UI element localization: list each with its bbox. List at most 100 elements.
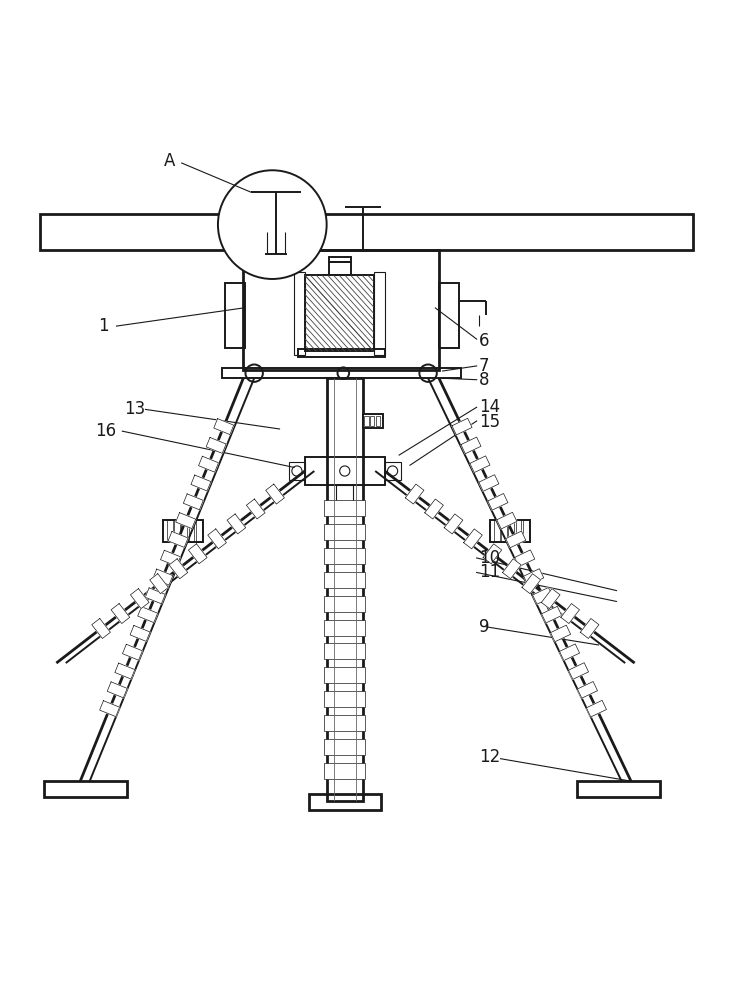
Polygon shape <box>122 644 142 660</box>
Text: 8: 8 <box>479 371 490 389</box>
Bar <box>439 283 460 348</box>
Polygon shape <box>153 569 173 585</box>
Bar <box>309 794 381 810</box>
Polygon shape <box>452 418 472 435</box>
Bar <box>325 500 365 516</box>
Text: 14: 14 <box>479 398 500 416</box>
Polygon shape <box>483 544 501 564</box>
Polygon shape <box>578 682 597 698</box>
Bar <box>515 520 521 542</box>
Polygon shape <box>169 559 188 579</box>
Polygon shape <box>183 494 203 510</box>
Bar <box>163 520 203 542</box>
Bar <box>325 548 365 564</box>
Polygon shape <box>569 663 589 679</box>
Polygon shape <box>266 484 284 504</box>
Text: 7: 7 <box>479 357 490 375</box>
Bar <box>325 763 365 779</box>
Polygon shape <box>533 588 553 604</box>
Polygon shape <box>191 475 211 491</box>
Polygon shape <box>424 499 443 519</box>
Polygon shape <box>207 529 226 549</box>
Bar <box>44 781 128 797</box>
Polygon shape <box>488 493 508 510</box>
Polygon shape <box>111 604 130 624</box>
Polygon shape <box>503 559 521 579</box>
Polygon shape <box>470 456 490 473</box>
Polygon shape <box>161 550 180 566</box>
Bar <box>501 520 507 542</box>
Polygon shape <box>199 456 218 472</box>
Polygon shape <box>515 550 535 567</box>
Polygon shape <box>145 588 165 604</box>
Polygon shape <box>188 544 207 564</box>
Bar <box>325 667 365 683</box>
Text: 11: 11 <box>479 563 500 581</box>
Text: 12: 12 <box>479 748 500 766</box>
Bar <box>336 485 353 501</box>
Bar <box>494 520 500 542</box>
Bar <box>490 520 530 542</box>
Polygon shape <box>561 604 580 624</box>
Polygon shape <box>130 625 150 641</box>
Bar <box>294 272 305 355</box>
Bar <box>325 715 365 731</box>
Bar <box>376 416 380 426</box>
Polygon shape <box>479 475 499 491</box>
Text: 13: 13 <box>124 400 145 418</box>
Polygon shape <box>130 589 149 609</box>
Bar <box>243 250 439 370</box>
Bar <box>221 368 461 378</box>
Polygon shape <box>150 574 169 594</box>
Polygon shape <box>92 619 111 638</box>
Polygon shape <box>100 701 119 717</box>
Polygon shape <box>138 607 158 623</box>
Bar <box>325 596 365 612</box>
Bar <box>225 283 246 348</box>
Bar <box>298 349 385 357</box>
Text: 1: 1 <box>98 317 109 335</box>
Bar <box>305 275 374 351</box>
Bar <box>577 781 660 797</box>
Bar <box>385 462 400 480</box>
Text: 10: 10 <box>479 549 500 567</box>
Bar <box>508 520 514 542</box>
Polygon shape <box>542 589 560 609</box>
Bar <box>167 520 173 542</box>
Polygon shape <box>559 644 580 661</box>
Bar <box>174 520 180 542</box>
Bar <box>364 416 369 426</box>
Bar <box>370 416 375 426</box>
Polygon shape <box>227 514 246 534</box>
Bar <box>188 520 194 542</box>
Bar <box>325 643 365 659</box>
Polygon shape <box>115 663 135 679</box>
Bar <box>523 520 528 542</box>
Bar <box>305 457 385 485</box>
Polygon shape <box>542 606 561 623</box>
Polygon shape <box>206 437 226 453</box>
Polygon shape <box>168 531 188 547</box>
Text: 6: 6 <box>479 332 490 350</box>
Text: 9: 9 <box>479 618 490 636</box>
Text: 15: 15 <box>479 413 500 431</box>
Text: 16: 16 <box>95 422 116 440</box>
Circle shape <box>218 170 327 279</box>
Bar <box>325 524 365 540</box>
Bar <box>40 214 693 250</box>
Bar <box>374 272 385 355</box>
Polygon shape <box>461 437 481 454</box>
Polygon shape <box>444 514 463 534</box>
Bar <box>181 520 187 542</box>
Bar <box>289 462 305 480</box>
Polygon shape <box>506 531 526 548</box>
Bar <box>329 257 350 262</box>
Polygon shape <box>464 529 482 549</box>
Bar <box>363 414 383 428</box>
Bar <box>325 691 365 707</box>
Polygon shape <box>550 625 570 642</box>
Polygon shape <box>581 618 599 638</box>
Polygon shape <box>176 513 196 529</box>
Bar <box>327 378 363 801</box>
Polygon shape <box>405 484 424 504</box>
